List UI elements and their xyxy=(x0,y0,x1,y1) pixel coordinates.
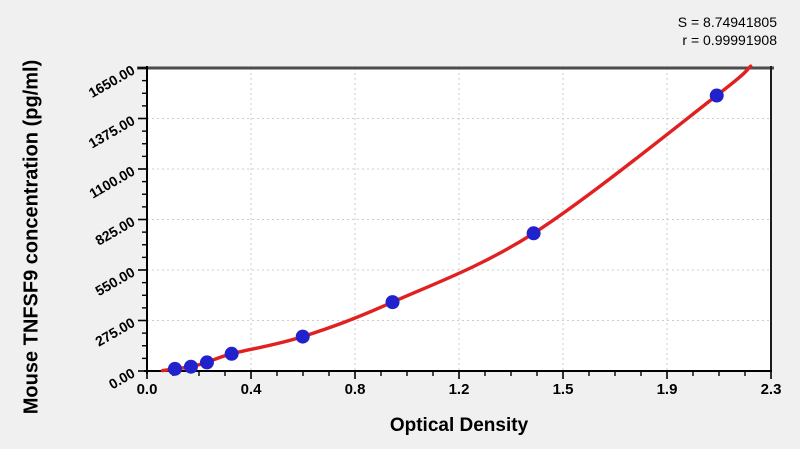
data-point xyxy=(709,88,724,103)
y-tick-label: 1650.00 xyxy=(86,62,138,101)
data-point xyxy=(167,361,182,376)
y-tick-label: 0.00 xyxy=(106,365,138,393)
data-point xyxy=(385,295,400,310)
x-tick-label: 1.9 xyxy=(657,381,678,398)
x-tick-label: 2.3 xyxy=(761,381,782,398)
data-point xyxy=(183,359,198,374)
data-point xyxy=(199,355,214,370)
x-tick-label: 1.2 xyxy=(449,381,470,398)
y-tick-label: 275.00 xyxy=(92,314,137,349)
stat-s-value: S = 8.74941805 xyxy=(677,14,777,30)
x-tick-label: 0.4 xyxy=(241,381,263,398)
stat-r-value: r = 0.99991908 xyxy=(682,32,777,48)
x-axis-title: Optical Density xyxy=(389,415,529,436)
y-axis-title: Mouse TNFSF9 concentration (pg/ml) xyxy=(20,59,43,415)
data-point xyxy=(224,346,239,361)
data-point xyxy=(526,226,541,241)
fit-statistics: S = 8.74941805 r = 0.99991908 xyxy=(678,13,777,49)
y-tick-label: 825.00 xyxy=(92,213,137,248)
x-tick-label: 0.0 xyxy=(137,381,158,398)
y-tick-label: 1100.00 xyxy=(86,163,137,202)
y-tick-label: 1375.00 xyxy=(86,112,138,151)
x-tick-label: 1.5 xyxy=(553,381,574,398)
x-tick-label: 0.8 xyxy=(345,381,366,398)
data-point xyxy=(295,329,310,344)
y-tick-label: 550.00 xyxy=(92,264,137,299)
